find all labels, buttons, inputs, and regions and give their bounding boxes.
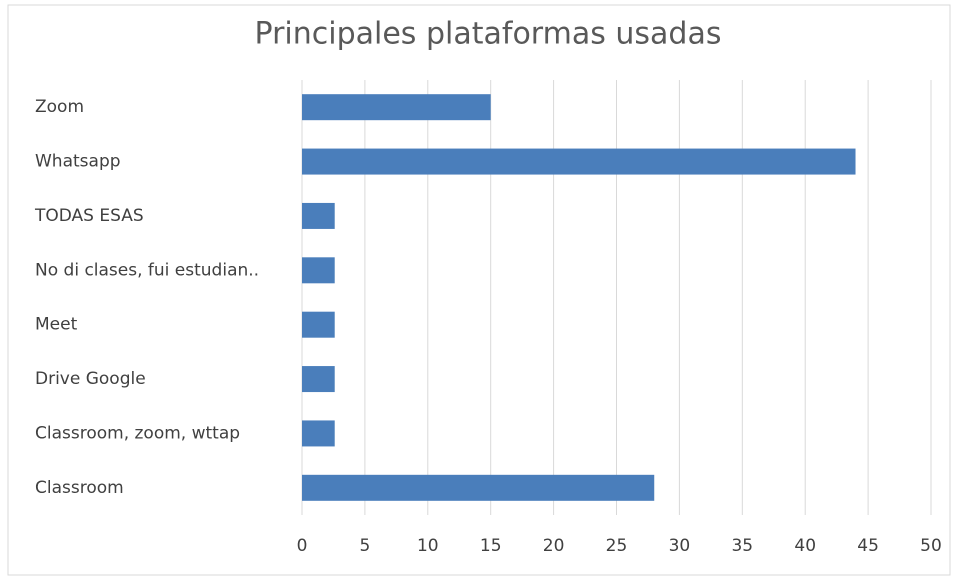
y-tick-label: Drive Google	[35, 369, 146, 389]
x-tick-label: 50	[920, 536, 942, 556]
x-tick-label: 45	[857, 536, 879, 556]
y-tick-label: Classroom	[35, 478, 124, 498]
bar	[302, 474, 655, 501]
bar	[302, 148, 856, 175]
x-tick-label: 10	[417, 536, 439, 556]
y-tick-label: Meet	[35, 315, 78, 335]
y-tick-label: Classroom, zoom, wttap	[35, 423, 240, 443]
x-tick-label: 35	[731, 536, 753, 556]
x-tick-label: 0	[297, 536, 308, 556]
bar	[302, 94, 491, 121]
chart-title: Principales plataformas usadas	[255, 17, 722, 52]
y-tick-label: Zoom	[35, 97, 84, 117]
bar	[302, 420, 335, 447]
bar	[302, 202, 335, 229]
y-tick-label: Whatsapp	[35, 152, 121, 172]
x-tick-label: 20	[543, 536, 565, 556]
y-tick-label: No di clases, fui estudian..	[35, 260, 259, 280]
bar	[302, 311, 335, 338]
x-tick-label: 15	[480, 536, 502, 556]
x-tick-label: 25	[606, 536, 628, 556]
x-tick-label: 40	[794, 536, 816, 556]
bar	[302, 366, 335, 393]
y-tick-label: TODAS ESAS	[34, 206, 144, 226]
x-tick-label: 30	[669, 536, 691, 556]
x-tick-label: 5	[359, 536, 370, 556]
bar	[302, 257, 335, 284]
